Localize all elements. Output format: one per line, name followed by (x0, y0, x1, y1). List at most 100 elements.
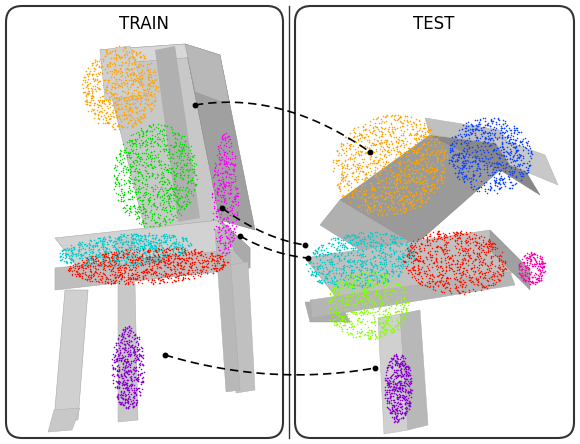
Point (123, 166, 132, 174)
Point (475, 243, 484, 250)
Point (97, 258, 107, 265)
Point (184, 258, 193, 265)
Point (151, 245, 161, 252)
Point (134, 63, 143, 71)
Point (226, 206, 235, 214)
Point (126, 83, 135, 91)
Point (344, 318, 353, 325)
Point (144, 245, 154, 252)
Point (466, 277, 475, 284)
Point (148, 92, 157, 99)
Point (108, 250, 117, 257)
Point (129, 394, 139, 401)
Point (114, 82, 123, 89)
Point (155, 239, 165, 246)
Point (432, 151, 441, 159)
Point (483, 262, 492, 269)
Point (445, 264, 454, 271)
Point (154, 256, 164, 263)
Point (468, 168, 477, 175)
Point (328, 261, 337, 268)
Point (400, 395, 409, 402)
Point (190, 181, 199, 188)
Point (110, 270, 119, 277)
Point (501, 164, 510, 171)
Point (68, 261, 78, 268)
Point (153, 171, 162, 178)
Point (414, 276, 423, 283)
Point (371, 147, 380, 154)
Point (208, 270, 218, 277)
Point (360, 134, 369, 141)
Point (101, 250, 110, 257)
Point (384, 380, 393, 387)
Point (135, 79, 144, 86)
Point (143, 138, 152, 145)
Point (467, 129, 476, 136)
Point (389, 329, 398, 336)
Point (165, 199, 174, 206)
Point (176, 144, 186, 151)
Point (114, 121, 123, 128)
Point (355, 130, 364, 137)
Point (381, 194, 390, 202)
Point (81, 98, 90, 105)
Point (426, 135, 436, 142)
Point (155, 279, 165, 286)
Point (104, 254, 114, 261)
Point (71, 250, 81, 258)
Point (145, 244, 154, 251)
Point (369, 238, 378, 246)
Point (223, 178, 233, 186)
Point (381, 372, 390, 379)
Point (218, 262, 227, 269)
Point (135, 75, 144, 83)
Point (125, 149, 135, 156)
Point (418, 196, 427, 203)
Point (382, 241, 392, 248)
Point (536, 254, 545, 261)
Point (515, 161, 524, 168)
Point (392, 412, 401, 419)
Point (485, 171, 495, 178)
Point (338, 289, 347, 297)
Point (84, 80, 93, 87)
Point (375, 290, 384, 297)
Point (405, 250, 414, 257)
Point (445, 255, 455, 262)
Point (126, 116, 135, 123)
Point (125, 179, 134, 186)
Point (116, 400, 125, 408)
Point (140, 138, 150, 145)
Point (126, 66, 136, 73)
Point (433, 230, 442, 237)
Point (93, 84, 103, 91)
Point (447, 265, 456, 272)
Point (125, 137, 135, 144)
Point (119, 124, 128, 131)
Point (534, 273, 543, 280)
Point (488, 253, 498, 260)
Point (392, 407, 401, 414)
Point (384, 380, 393, 387)
Point (415, 178, 425, 186)
Point (407, 394, 416, 401)
Point (405, 200, 415, 207)
Point (347, 317, 356, 325)
Point (151, 249, 161, 256)
Point (112, 382, 121, 389)
Point (108, 113, 118, 120)
Point (423, 158, 432, 165)
Point (74, 242, 84, 249)
Point (112, 357, 121, 364)
Point (523, 140, 532, 147)
Point (327, 266, 336, 273)
Point (102, 109, 111, 116)
Point (134, 155, 143, 162)
Point (395, 267, 404, 274)
Point (169, 269, 179, 276)
Point (151, 181, 160, 188)
Point (104, 257, 113, 264)
Point (218, 224, 227, 231)
Point (498, 131, 507, 139)
